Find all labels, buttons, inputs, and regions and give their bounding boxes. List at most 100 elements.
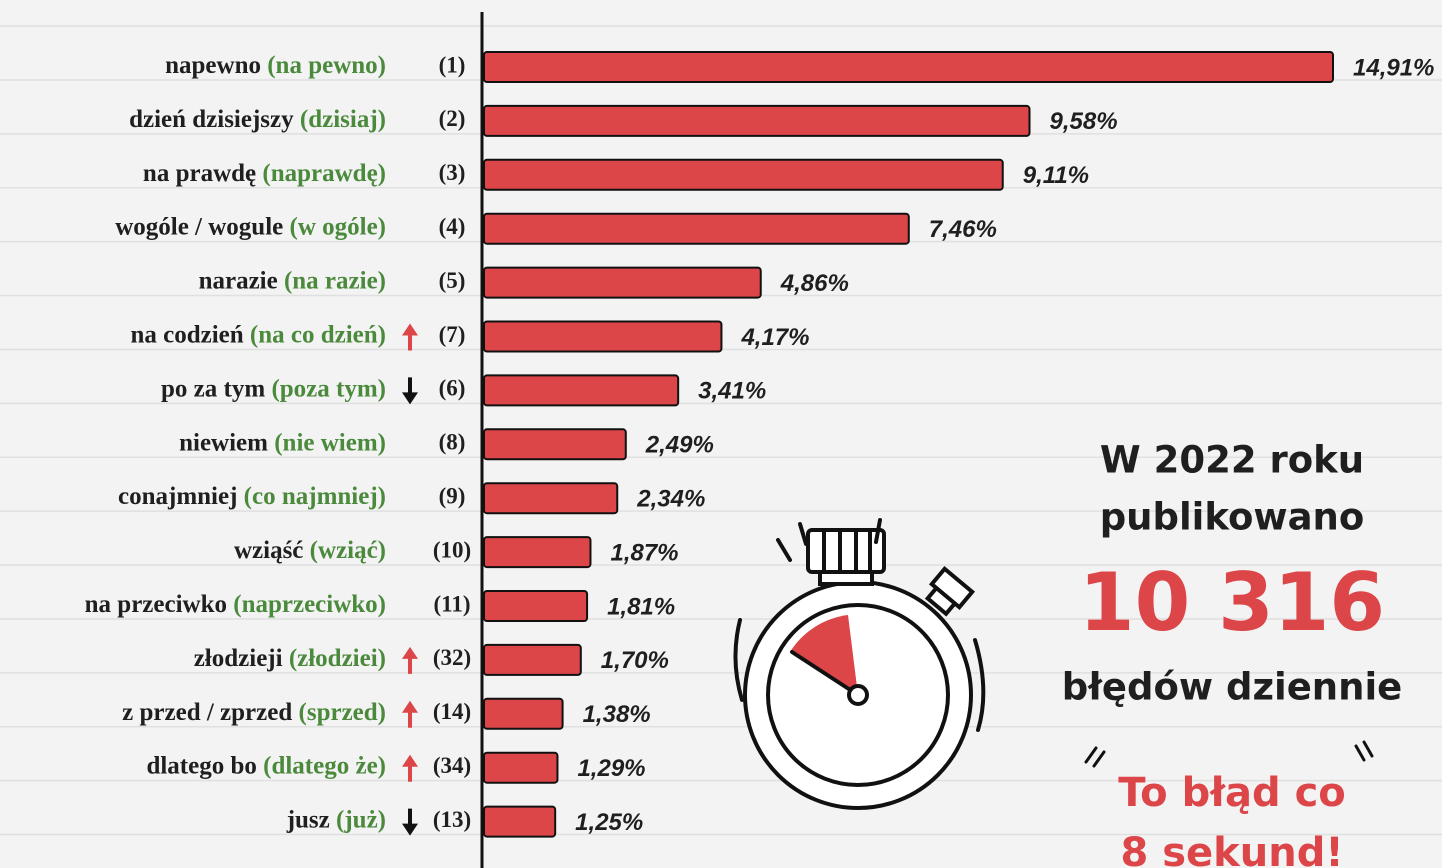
value-label: 2,34% [636,486,705,513]
rank-label: (5) [439,268,466,293]
correct-form: (sprzed) [299,699,386,726]
bar [483,158,1004,191]
category-label: na prawdę (naprawdę) [143,160,386,187]
rank-label: (13) [433,807,471,832]
category-label: wziąść (wziąć) [234,537,386,564]
correct-form: (na pewno) [267,52,386,79]
wrong-form: na prawdę [143,160,256,187]
correct-form: (nie wiem) [274,429,386,456]
rank-label: (14) [433,699,471,724]
category-label: na codzień (na co dzień) [130,321,386,348]
bar [483,212,910,245]
bar [483,805,557,838]
category-label: napewno (na pewno) [165,52,386,79]
wrong-form: z przed / zprzed [122,699,292,726]
value-label: 1,70% [601,647,669,674]
bar [483,536,592,569]
quote-marks [1084,740,1374,768]
rank-label: (2) [439,106,466,131]
correct-form: (dzisiaj) [300,106,386,133]
wrong-form: jusz [286,806,330,833]
wrong-form: narazie [199,267,278,294]
wrong-form: na przeciwko [85,591,227,618]
sidebar-number: 10 316 [1079,556,1385,649]
category-label: dzień dzisiejszy (dzisiaj) [129,106,386,133]
value-label: 4,86% [780,270,849,297]
category-label: złodzieji (złodziei) [194,645,386,672]
trend-up [402,754,418,782]
value-label: 1,38% [583,701,651,728]
bar [483,590,589,622]
category-label: conajmniej (co najmniej) [118,483,386,510]
sidebar-quote: 8 sekund! [1120,830,1343,868]
sidebar-line: W 2022 roku [1100,439,1364,482]
bar [483,266,762,299]
category-label: jusz (już) [286,806,386,833]
category-label: dlatego bo (dlatego że) [146,752,386,779]
rank-label: (11) [433,591,470,616]
wrong-form: dlatego bo [146,752,256,779]
trend-up [402,323,418,351]
wrong-form: po za tym [161,375,265,402]
rank-label: (10) [433,537,471,562]
correct-form: (już) [336,806,386,833]
bar [483,428,627,461]
trend-down [402,808,418,836]
value-label: 1,81% [607,593,675,620]
sidebar-quote: To błąd co [1118,770,1346,816]
rank-label: (9) [439,483,466,508]
correct-form: (na razie) [284,267,386,294]
wrong-form: dzień dzisiejszy [129,106,294,133]
wrong-form: wogóle / wogule [115,213,283,240]
correct-form: (w ogóle) [290,213,387,240]
bar [483,320,723,353]
rank-label: (7) [439,322,466,347]
bar [483,374,680,407]
value-label: 9,11% [1023,162,1089,189]
wrong-form: conajmniej [118,483,237,510]
bar [483,643,582,676]
value-label: 7,46% [929,216,997,243]
category-label: niewiem (nie wiem) [179,429,386,456]
category-label: narazie (na razie) [199,267,386,294]
wrong-form: wziąść [234,537,303,564]
bar [483,104,1031,137]
bar [483,51,1334,83]
trend-down [402,377,418,405]
wrong-form: napewno [165,52,261,79]
rank-label: (1) [439,52,466,77]
value-label: 1,29% [577,755,645,782]
rank-label: (34) [433,753,471,778]
correct-form: (złodziei) [289,645,386,672]
value-label: 1,87% [610,539,678,566]
correct-form: (wziąć) [310,537,386,564]
sidebar-line: błędów dziennie [1062,666,1403,709]
wrong-form: niewiem [179,429,268,456]
correct-form: (poza tym) [271,375,386,402]
correct-form: (co najmniej) [244,483,386,510]
rank-label: (3) [439,160,466,185]
bar [483,751,559,784]
sidebar-line: publikowano [1100,496,1365,539]
bar [483,482,619,515]
rank-label: (8) [439,430,466,455]
category-label: wogóle / wogule (w ogóle) [115,213,386,240]
category-label: po za tym (poza tym) [161,375,386,402]
value-label: 9,58% [1050,108,1118,135]
correct-form: (dlatego że) [263,752,386,779]
value-label: 3,41% [698,378,766,405]
category-label: na przeciwko (naprzeciwko) [85,591,386,618]
rank-label: (6) [439,376,466,401]
value-label: 2,49% [645,432,714,459]
bar [483,697,564,730]
value-label: 14,91% [1353,54,1434,81]
correct-form: (naprawdę) [262,160,386,187]
category-label: z przed / zprzed (sprzed) [122,699,386,726]
wrong-form: na codzień [130,321,243,348]
correct-form: (na co dzień) [250,321,386,348]
value-label: 1,25% [575,809,643,836]
rank-label: (4) [439,214,466,239]
stopwatch [733,518,986,810]
wrong-form: złodzieji [194,645,283,672]
